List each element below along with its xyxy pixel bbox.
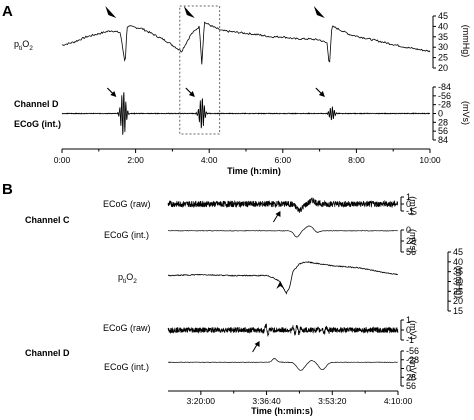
a-x-tick-label: 4:00 [201,155,218,165]
b-c-raw-scale-tick-label: 0 [406,199,411,209]
arrow-marker-head [188,91,195,97]
a-ecog-unit: (mVs) [461,101,471,125]
b-c-int-scale-tick-label: 28 [406,236,416,246]
b-channel-c-label: Channel C [25,215,70,225]
a-ptio2-scale-tick-label: 30 [438,42,448,52]
a-ptio2-trace [61,21,431,65]
panel-b-label: B [2,181,13,198]
b-x-axis: 3:20:00 3:36:40 3:53:20 4:10:00 [168,390,413,406]
b-x-tick-label: 3:36:40 [252,396,281,406]
a-x-tick-label: 8:00 [348,155,365,165]
a-ecog-scale-tick-label: -56 [438,91,451,101]
b-c-raw-arrow-head [275,211,281,217]
a-ecog-scale-tick-label: 28 [438,117,448,127]
b-ptio2-unit: (mmHg) [454,266,464,299]
b-ptio2-arrowhead [276,281,285,289]
a-ptio2-unit: (mmHg) [461,25,471,58]
a-x-tick-label: 2:00 [127,155,144,165]
b-c-raw-unit: (mV) [408,196,418,216]
b-d-int-scale-tick-label: 56 [406,381,416,391]
b-ptio2-line [168,261,398,295]
arrowhead-marker [313,6,325,18]
b-d-raw-arrow-head [254,341,260,347]
b-ptio2-scale-tick-label: 45 [453,247,463,257]
b-c-int-label: ECoG (int.) [104,230,149,240]
b-d-raw-label: ECoG (raw) [103,323,151,333]
b-c-int-line [168,225,398,238]
b-c-int-scale-tick-label: 0 [406,225,411,235]
b-ptio2-scale-tick-label: 40 [453,257,463,267]
a-ecog-scale-tick-label: 84 [438,135,448,145]
b-c-raw-label: ECoG (raw) [103,199,151,209]
b-d-int-scale-tick-label: 0 [406,364,411,374]
b-x-tick-label: 4:10:00 [384,396,413,406]
b-ptio2-scale-tick-label: 35 [453,267,463,277]
b-channel-d-label: Channel D [25,348,70,358]
b-c-int-unit: (mVs) [408,229,418,253]
b-d-raw-scale-tick-label: 1 [406,315,411,325]
b-traces [167,197,399,371]
b-x-tick-label: 3:20:00 [187,396,216,406]
b-d-raw-unit: (mV) [408,320,418,340]
b-d-int-line [167,357,398,371]
a-ecog-scale-tick-label: -84 [438,82,451,92]
b-c-int-scale-tick-label: 56 [406,247,416,257]
b-d-int-unit: (mVs) [408,357,418,381]
b-ptio2-scale-tick-label: 15 [453,306,463,316]
a-x-tick-label: 10:00 [419,155,441,165]
b-ptio2-scale-tick-label: 30 [453,277,463,287]
a-x-label: Time (h:min) [227,166,281,176]
b-d-raw-line [167,323,399,337]
a-x-axis: 0:00 2:00 4:00 6:00 8:00 10:00 [54,148,441,165]
arrowhead-marker [183,6,195,18]
a-ptio2-scale-tick-label: 40 [438,21,448,31]
b-x-tick-label: 3:53:20 [318,396,347,406]
b-c-raw-scale-tick-label: 1 [406,192,411,202]
b-d-int-scale-tick-label: -28 [406,355,419,365]
b-ptio2-scale-tick-label: 25 [453,286,463,296]
a-ecog-scale-tick-label: -28 [438,100,451,110]
a-x-tick-label: 0:00 [54,155,71,165]
a-ptio2-label: ptiO2 [14,39,33,52]
b-d-int-scale-tick-label: 28 [406,372,416,382]
a-event-markers [105,6,325,97]
a-ptio2-scale-tick-label: 45 [438,11,448,21]
a-ptio2-scale-tick-label: 35 [438,32,448,42]
b-ptio2-scale-tick-label: 20 [453,296,463,306]
a-ecog-int-label: ECoG (int.) [14,119,61,129]
a-ptio2-scale-tick-label: 25 [438,53,448,63]
b-d-raw-scale-tick-label: 0 [406,325,411,335]
panel-a-label: A [2,3,13,20]
b-d-int-scale-tick-label: -56 [406,346,419,356]
b-d-raw-scale-tick-label: -1 [406,335,414,345]
a-ecog-scale-tick-label: 0 [438,109,443,119]
b-c-raw-scale-tick-label: -1 [406,206,414,216]
arrow-marker-head [318,91,325,97]
b-event-markers [252,211,285,353]
a-ecog-trace [61,92,431,135]
b-ptio2-label: ptiO2 [118,272,137,285]
arrow-marker-head [110,91,117,97]
a-channel-d-label: Channel D [14,99,59,109]
a-ecog-scale-tick-label: 56 [438,126,448,136]
b-d-int-label: ECoG (int.) [104,362,149,372]
a-x-tick-label: 6:00 [275,155,292,165]
b-x-label: Time (h:min:s) [251,406,313,416]
a-ptio2-scale-tick-label: 20 [438,63,448,73]
a-ecog-line [61,92,431,135]
arrowhead-marker [105,6,117,18]
b-c-raw-line [167,197,399,214]
a-ptio2-line [61,21,431,65]
